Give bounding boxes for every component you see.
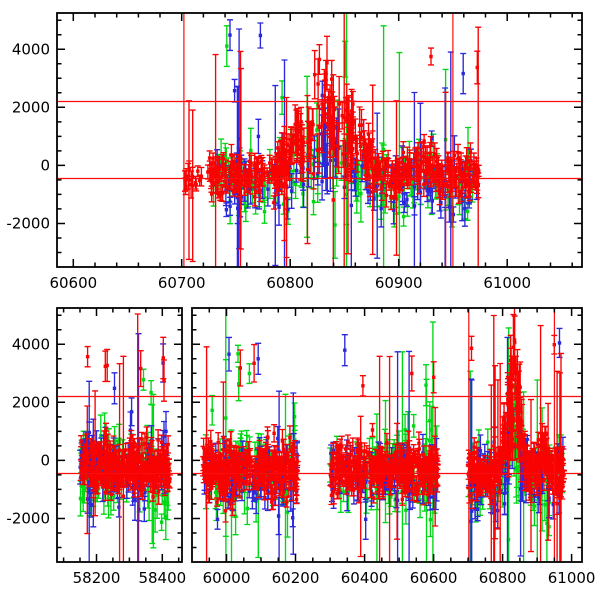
markers-red	[201, 361, 300, 513]
bottom-right-panel-ticks	[192, 308, 582, 562]
guide-lines	[192, 308, 582, 562]
bottom-left-panel-data	[57, 313, 182, 562]
guide-lines	[57, 13, 582, 267]
markers-red	[328, 371, 440, 501]
x-tick-label: 60800	[479, 569, 527, 587]
top-panel-data	[57, 13, 582, 267]
x-tick-label: 60000	[203, 569, 251, 587]
top-panel-frame	[56, 12, 583, 268]
top-panel-ticks	[57, 13, 582, 267]
y-tick-label: 4000	[12, 40, 50, 58]
x-tick-label: 60800	[266, 274, 314, 292]
bottom-left-panel-frame	[56, 307, 183, 563]
y-tick-label: -2000	[6, 215, 50, 233]
markers-red	[79, 355, 172, 499]
x-tick-label: 60400	[341, 569, 389, 587]
x-tick-label: 61000	[483, 274, 531, 292]
y-tick-label: 0	[40, 156, 50, 174]
x-tick-label: 60900	[375, 274, 423, 292]
x-tick-label: 60700	[158, 274, 206, 292]
guide-lines	[57, 395, 182, 475]
x-tick-label: 60600	[49, 274, 97, 292]
bottom-right-panel-frame	[191, 307, 583, 563]
x-tick-label: 60200	[272, 569, 320, 587]
y-tick-label: 2000	[12, 393, 50, 411]
x-tick-label: 58400	[138, 569, 186, 587]
x-tick-label: 60600	[410, 569, 458, 587]
markers-red	[467, 338, 566, 506]
markers-red	[183, 167, 204, 188]
y-tick-label: 4000	[12, 335, 50, 353]
bottom-left-panel-ticks	[57, 308, 182, 562]
y-tick-label: 0	[40, 451, 50, 469]
bottom-right-panel-data	[192, 308, 582, 562]
y-tick-label: 2000	[12, 98, 50, 116]
y-tick-label: -2000	[6, 510, 50, 528]
x-tick-label: 58200	[73, 569, 121, 587]
x-tick-label: 61000	[548, 569, 596, 587]
